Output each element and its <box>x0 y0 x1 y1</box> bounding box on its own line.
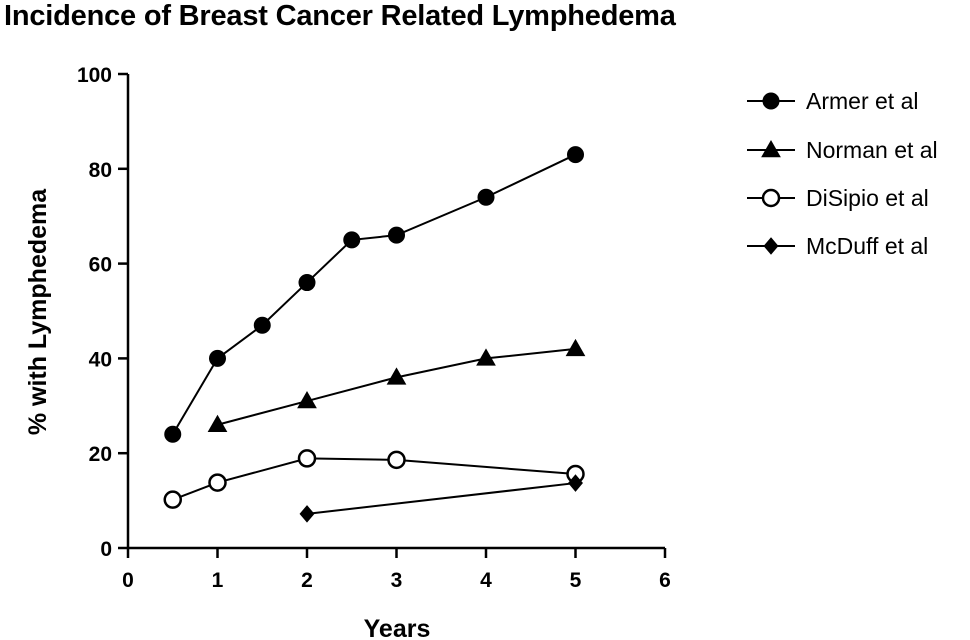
x-tick-label: 1 <box>212 569 224 592</box>
y-tick-label: 40 <box>89 348 112 371</box>
series-line <box>172 457 576 501</box>
legend-item: Norman et al <box>747 137 938 163</box>
y-tick-label: 0 <box>100 538 112 561</box>
data-point <box>297 391 317 409</box>
legend-label: DiSipio et al <box>806 185 929 211</box>
data-point <box>388 226 405 244</box>
data-point <box>163 490 182 509</box>
data-point <box>253 316 271 334</box>
series-line <box>171 153 576 435</box>
data-point <box>386 367 407 385</box>
series-line <box>306 482 576 515</box>
legend-item: DiSipio et al <box>747 185 929 211</box>
legend-label: McDuff et al <box>806 233 928 259</box>
data-point <box>567 146 584 164</box>
data-point <box>297 449 317 468</box>
x-tick-label: 5 <box>570 569 582 592</box>
series-layer <box>163 146 586 523</box>
data-point <box>565 338 586 357</box>
series-1 <box>164 146 584 443</box>
legend-swatch-marker <box>761 139 781 158</box>
x-axis-title: Years <box>364 615 431 640</box>
data-point <box>477 188 495 206</box>
data-point <box>299 505 315 523</box>
x-tick-label: 0 <box>122 569 134 592</box>
data-point <box>568 474 583 492</box>
legend-swatch-marker <box>763 237 779 255</box>
legend-item: McDuff et al <box>747 233 928 259</box>
x-tick-label: 3 <box>391 569 403 592</box>
data-point <box>387 450 406 470</box>
x-tick-label: 6 <box>659 569 671 592</box>
y-tick-label: 80 <box>89 159 112 182</box>
data-point <box>476 348 496 366</box>
series-3 <box>163 449 585 509</box>
series-2 <box>207 338 586 433</box>
legend-label: Norman et al <box>806 137 938 163</box>
legend-item: Armer et al <box>747 88 918 114</box>
data-point <box>343 231 361 249</box>
x-tick-label: 2 <box>301 569 313 592</box>
chart-title: Incidence of Breast Cancer Related Lymph… <box>4 0 676 32</box>
legend-label: Armer et al <box>806 88 918 114</box>
y-tick-label: 20 <box>89 443 112 466</box>
data-point <box>164 425 182 443</box>
legend-swatch-marker <box>761 188 781 208</box>
legend-swatch-marker <box>762 92 780 110</box>
data-point <box>298 274 316 292</box>
data-point <box>209 349 226 367</box>
axes: 0 20 40 60 80 100 0 1 2 3 4 5 6 <box>77 64 671 592</box>
data-point <box>208 473 227 492</box>
y-tick-label: 100 <box>77 64 112 87</box>
y-tick-label: 60 <box>89 254 112 277</box>
y-axis-title: % with Lymphedema <box>24 188 52 435</box>
legend: Armer et al Norman et al DiSipio et al McDu… <box>747 88 938 259</box>
series-4 <box>299 474 583 523</box>
x-tick-label: 4 <box>480 569 492 592</box>
series-line <box>217 347 576 426</box>
data-point <box>207 414 228 433</box>
